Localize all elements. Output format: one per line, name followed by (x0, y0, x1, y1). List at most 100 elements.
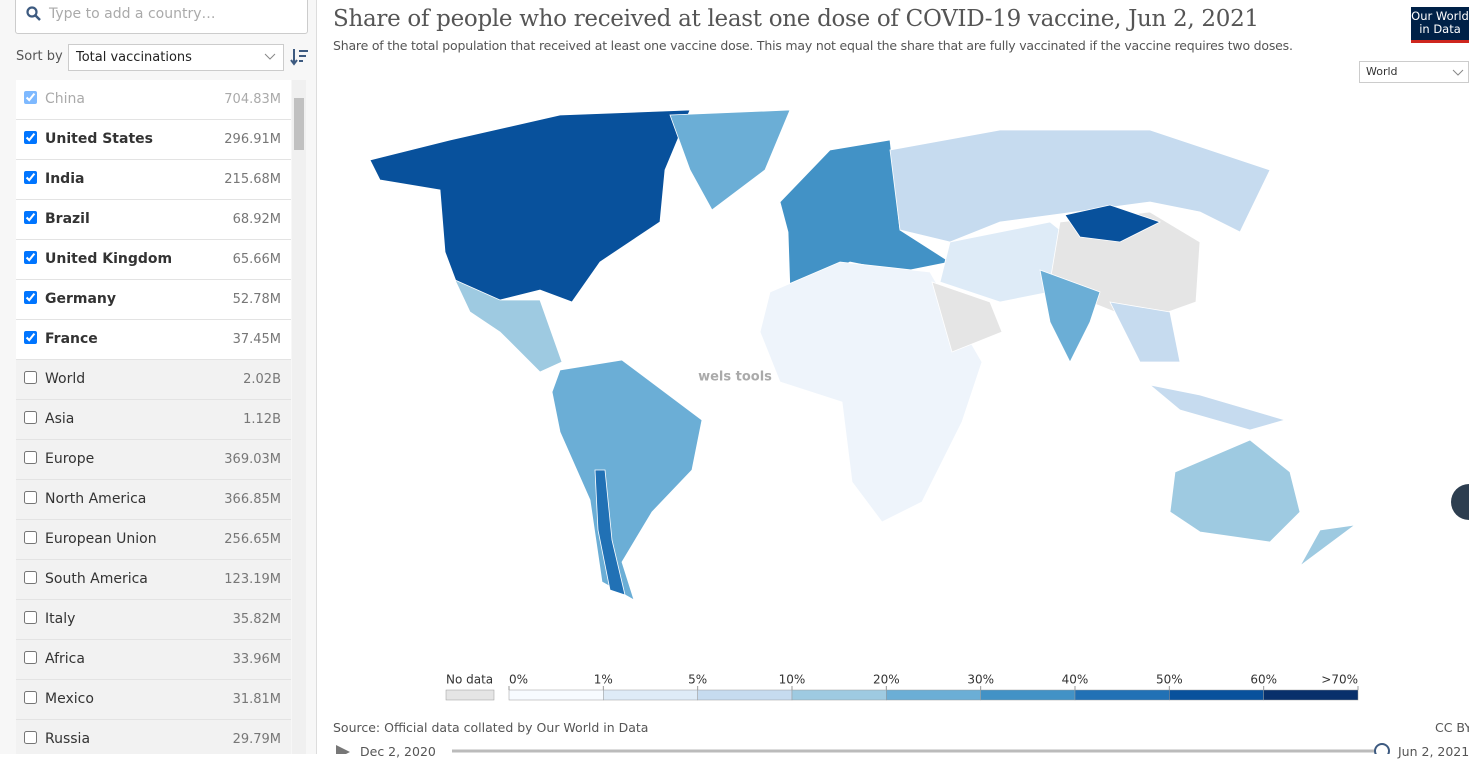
checkbox[interactable] (24, 651, 37, 664)
map (369, 109, 1356, 601)
country-name: India (45, 171, 85, 187)
country-value: 35.82M (232, 612, 281, 627)
play-button[interactable] (336, 745, 350, 754)
checkbox[interactable] (24, 171, 37, 184)
checkbox[interactable] (24, 331, 37, 344)
country[interactable] (779, 139, 952, 293)
logo-line: Our World (1411, 9, 1469, 23)
country-name: Russia (45, 731, 91, 747)
checkbox[interactable] (24, 571, 37, 584)
scrollbar-thumb[interactable] (294, 98, 304, 150)
list-row[interactable]: European Union 256.65M (16, 520, 291, 560)
country-value: 369.03M (224, 452, 281, 467)
country[interactable] (1109, 301, 1181, 363)
list-row[interactable]: South America 123.19M (16, 560, 291, 600)
country-name: Italy (45, 611, 76, 627)
country[interactable] (369, 109, 691, 303)
country[interactable] (594, 469, 626, 596)
timeline-handle[interactable] (1374, 743, 1390, 754)
license: CC BY (1435, 720, 1469, 735)
checkbox[interactable] (24, 531, 37, 544)
checkbox[interactable] (24, 371, 37, 384)
sort-select[interactable]: Total vaccinations (68, 44, 284, 71)
checkbox[interactable] (24, 611, 37, 624)
source: Source: Official data collated by Our Wo… (333, 720, 649, 735)
legend-label: 10% (779, 673, 806, 687)
country-name: China (45, 91, 85, 107)
region-value: World (1366, 65, 1398, 78)
checkbox[interactable] (24, 451, 37, 464)
list-row[interactable]: France 37.45M (16, 320, 291, 360)
country-name: Asia (45, 411, 75, 427)
country-name: United Kingdom (45, 251, 173, 267)
legend-label: 60% (1250, 673, 1277, 687)
checkbox[interactable] (24, 411, 37, 424)
country-name: European Union (45, 531, 157, 547)
checkbox[interactable] (24, 491, 37, 504)
country[interactable] (551, 359, 703, 601)
country[interactable] (1149, 384, 1287, 431)
chart-subtitle: Share of the total population that recei… (333, 38, 1293, 53)
list-row[interactable]: World 2.02B (16, 360, 291, 400)
checkbox[interactable] (24, 251, 37, 264)
region-select[interactable]: World (1359, 61, 1469, 83)
checkbox[interactable] (24, 291, 37, 304)
country[interactable] (931, 281, 1003, 353)
list-row[interactable]: Mexico 31.81M (16, 680, 291, 720)
legend-bin (980, 689, 1076, 701)
list-row[interactable]: Asia 1.12B (16, 400, 291, 440)
search-box[interactable]: Type to add a country… (15, 0, 308, 34)
country-name: World (45, 371, 86, 387)
legend-bin (1263, 689, 1359, 701)
country-value: 65.66M (232, 252, 281, 267)
legend-label: 1% (594, 673, 613, 687)
country-value: 37.45M (232, 332, 281, 347)
list-row[interactable]: United Kingdom 65.66M (16, 240, 291, 280)
list-row[interactable]: United States 296.91M (16, 120, 291, 160)
country-value: 29.79M (232, 732, 281, 747)
country[interactable] (454, 279, 563, 373)
logo[interactable]: Our World in Data (1411, 7, 1469, 43)
country-name: Africa (45, 651, 85, 667)
watermark: wels tools (698, 370, 772, 385)
list-row[interactable]: India 215.68M (16, 160, 291, 200)
country-value: 123.19M (224, 572, 281, 587)
country[interactable] (1064, 204, 1162, 243)
list-row[interactable]: China 704.83M (16, 80, 291, 120)
country-value: 704.83M (224, 92, 281, 107)
country[interactable] (889, 129, 1271, 243)
logo-line: in Data (1419, 22, 1461, 36)
list-row[interactable]: Italy 35.82M (16, 600, 291, 640)
legend-label: 40% (1062, 673, 1089, 687)
list-row[interactable]: Africa 33.96M (16, 640, 291, 680)
checkbox[interactable] (24, 131, 37, 144)
sort-order-button[interactable] (290, 48, 310, 66)
checkbox[interactable] (24, 691, 37, 704)
legend-label: 5% (688, 673, 707, 687)
country[interactable] (759, 261, 983, 523)
legend-label: 0% (509, 673, 528, 687)
country[interactable] (1039, 269, 1101, 363)
country-name: South America (45, 571, 148, 587)
list-row[interactable]: North America 366.85M (16, 480, 291, 520)
checkbox[interactable] (24, 91, 37, 104)
list-row[interactable]: Germany 52.78M (16, 280, 291, 320)
side-button[interactable] (1451, 484, 1469, 520)
list-row[interactable]: Brazil 68.92M (16, 200, 291, 240)
list-row[interactable]: Russia 29.79M (16, 720, 291, 754)
scrollbar[interactable] (292, 80, 306, 754)
list-row[interactable]: Europe 369.03M (16, 440, 291, 480)
country-value: 296.91M (224, 132, 281, 147)
checkbox[interactable] (24, 211, 37, 224)
sort-value: Total vaccinations (76, 50, 192, 65)
legend-label: 50% (1156, 673, 1183, 687)
sort-label: Sort by (16, 49, 63, 64)
country[interactable] (1299, 524, 1356, 567)
dropdown-arrow (1452, 69, 1464, 76)
checkbox[interactable] (24, 731, 37, 744)
legend-label: >70% (1321, 673, 1358, 687)
country-value: 215.68M (224, 172, 281, 187)
country[interactable] (1169, 439, 1301, 543)
country[interactable] (669, 109, 791, 211)
